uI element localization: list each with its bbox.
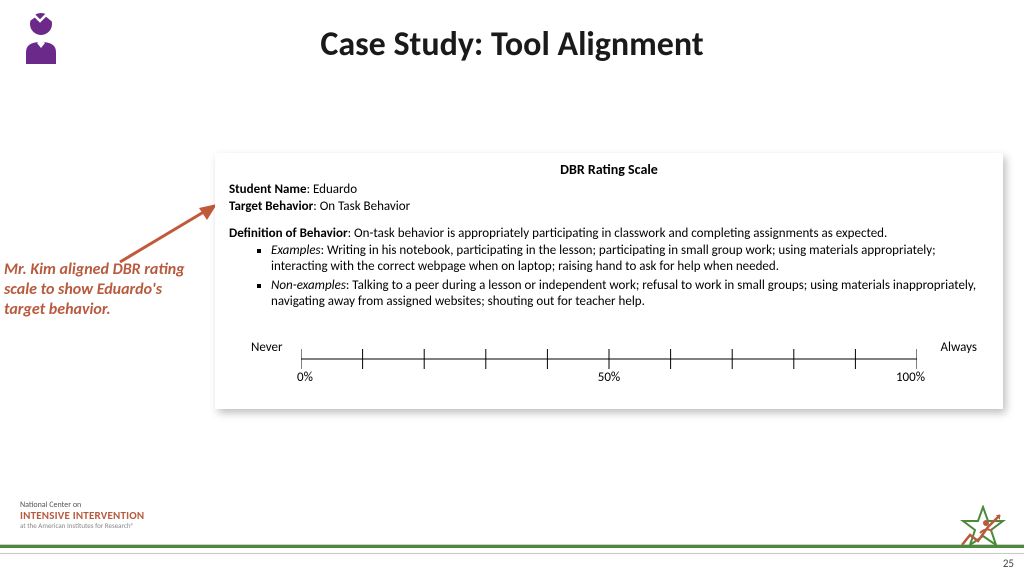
target-line: Target Behavior: On Task Behavior xyxy=(229,199,989,214)
examples-text: : Writing in his notebook, participating… xyxy=(271,243,936,274)
scale-left-label: Never xyxy=(251,340,283,355)
star-logo-icon xyxy=(956,505,1010,558)
arrow-icon xyxy=(115,200,225,275)
card-title: DBR Rating Scale xyxy=(229,161,989,178)
nonexamples-bullet: Non-examples: Talking to a peer during a… xyxy=(271,278,989,311)
footer-bar xyxy=(0,544,1024,548)
footer-thin xyxy=(0,553,1024,554)
definition-block: Definition of Behavior: On-task behavior… xyxy=(229,226,989,310)
dbr-card: DBR Rating Scale Student Name: Eduardo T… xyxy=(215,153,1003,409)
def-label: Definition of Behavior xyxy=(229,226,348,241)
target-value: On Task Behavior xyxy=(320,199,410,214)
rating-scale: Never Always 0% 50% 100% xyxy=(229,334,989,394)
def-value: On-task behavior is appropriately partic… xyxy=(354,226,887,241)
page-number: 25 xyxy=(1003,557,1014,570)
examples-label: Examples xyxy=(271,243,321,258)
student-label: Student Name xyxy=(229,182,307,197)
nonexamples-text: : Talking to a peer during a lesson or i… xyxy=(271,278,976,309)
pct-0: 0% xyxy=(297,370,313,385)
pct-50: 50% xyxy=(598,370,620,385)
footer-line3: at the American Institutes for Research® xyxy=(20,522,144,530)
footer-logo: National Center on INTENSIVE INTERVENTIO… xyxy=(20,501,144,530)
nonexamples-label: Non-examples xyxy=(271,278,346,293)
page-title: Case Study: Tool Alignment xyxy=(0,24,1024,65)
examples-bullet: Examples: Writing in his notebook, parti… xyxy=(271,243,989,276)
student-line: Student Name: Eduardo xyxy=(229,182,989,197)
scale-right-label: Always xyxy=(941,340,978,355)
target-label: Target Behavior xyxy=(229,199,313,214)
student-value: Eduardo xyxy=(313,182,357,197)
pct-100: 100% xyxy=(896,370,925,385)
